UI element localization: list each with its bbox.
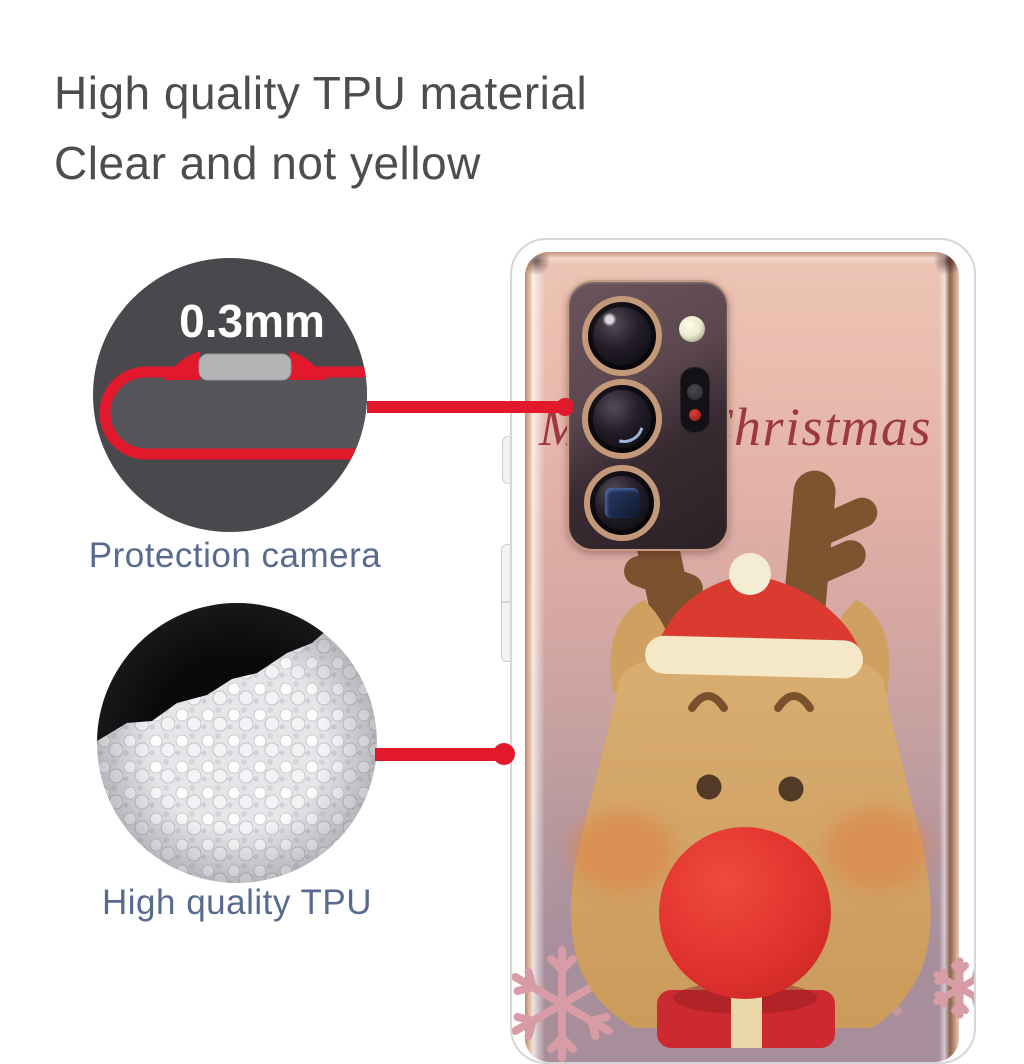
headline: High quality TPU material Clear and not … xyxy=(54,58,754,198)
camera-lens-3 xyxy=(584,465,660,541)
camera-lens-2 xyxy=(582,379,662,459)
case-lip-left xyxy=(163,351,200,380)
camera-lens-1 xyxy=(582,296,662,376)
sensor-dot xyxy=(687,384,703,400)
sensor-red-dot xyxy=(689,409,701,421)
phone-left-edge xyxy=(525,252,545,1062)
case-lip-right xyxy=(290,351,327,380)
camera-module xyxy=(567,280,729,551)
headline-line1: High quality TPU material xyxy=(54,67,588,119)
camera-protection-label: Protection camera xyxy=(88,536,382,575)
phone-case: Merry Christmas xyxy=(510,238,976,1064)
tpu-quality-label: High quality TPU xyxy=(102,883,372,922)
leader-dot-camera xyxy=(556,398,574,416)
phone-right-edge xyxy=(939,252,959,1062)
camera-protection-diagram: 0.3mm xyxy=(93,258,367,532)
case-cross-section xyxy=(99,366,367,460)
camera-lens-profile xyxy=(198,353,292,381)
leader-dot-tpu xyxy=(493,743,515,765)
leader-line-tpu xyxy=(375,748,504,761)
tpu-beads-photo xyxy=(97,603,377,883)
phone-top-edge xyxy=(525,252,959,266)
phone-corner-accent xyxy=(525,252,551,276)
laser-sensor xyxy=(680,367,710,433)
flash-icon xyxy=(679,316,705,342)
phone-corner-accent xyxy=(933,252,959,276)
measurement-badge: 0.3mm xyxy=(179,295,325,347)
headline-line2: Clear and not yellow xyxy=(54,137,481,189)
leader-line-camera xyxy=(367,401,565,413)
